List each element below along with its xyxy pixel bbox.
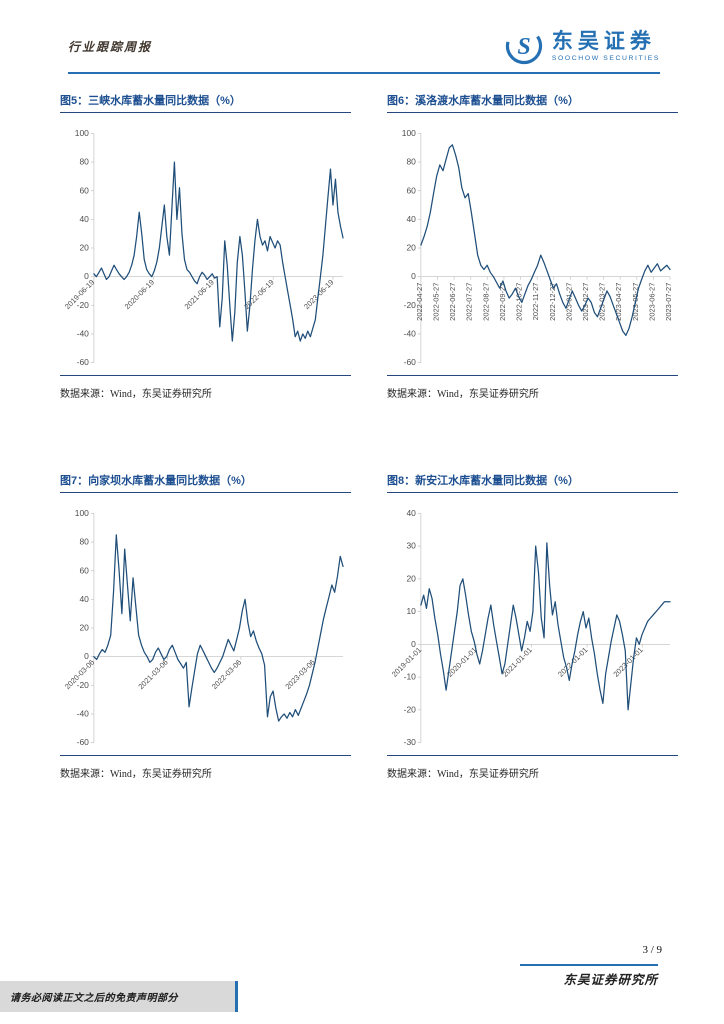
footer-divider xyxy=(520,964,658,966)
svg-text:-40: -40 xyxy=(404,329,417,339)
svg-text:2022-03-06: 2022-03-06 xyxy=(210,658,243,691)
svg-text:2022-12-27: 2022-12-27 xyxy=(548,283,557,321)
brand-text: 东吴证券 SOOCHOW SECURITIES xyxy=(552,30,660,63)
svg-text:2023-02-27: 2023-02-27 xyxy=(581,283,590,321)
svg-text:60: 60 xyxy=(79,565,89,575)
svg-text:80: 80 xyxy=(406,157,416,167)
page-number: 3 / 9 xyxy=(642,944,662,956)
figure-6-line-chart: 100 80 60 40 20 0 -20 -40 -60 2022-04-27 2022-05-2… xyxy=(402,128,673,367)
institute-name: 东吴证券研究所 xyxy=(563,973,658,987)
svg-text:2021-03-06: 2021-03-06 xyxy=(136,658,169,691)
figure-6-block: 图6：溪洛渡水库蓄水量同比数据（%） 100 80 60 40 20 0 -20 -40 -60… xyxy=(387,92,678,400)
svg-text:-10: -10 xyxy=(404,672,417,682)
svg-text:-30: -30 xyxy=(404,737,417,747)
svg-text:2023-04-27: 2023-04-27 xyxy=(614,283,623,321)
svg-text:2020-06-19: 2020-06-19 xyxy=(123,278,156,311)
svg-text:40: 40 xyxy=(406,214,416,224)
svg-text:60: 60 xyxy=(79,185,89,195)
figure-5-title: 图5：三峡水库蓄水量同比数据（%） xyxy=(60,92,351,113)
svg-text:100: 100 xyxy=(75,508,89,518)
svg-text:-20: -20 xyxy=(77,300,90,310)
soochow-logo-icon: S xyxy=(505,27,542,65)
svg-text:-20: -20 xyxy=(77,680,90,690)
svg-text:20: 20 xyxy=(406,243,416,253)
svg-text:2022-06-27: 2022-06-27 xyxy=(448,283,457,321)
report-type-label: 行业跟踪周报 xyxy=(68,40,153,54)
svg-text:S: S xyxy=(517,34,530,60)
disclaimer-note: 请务必阅读正文之后的免责声明部分 xyxy=(0,981,238,1012)
svg-text:20: 20 xyxy=(406,573,416,583)
brand-name-en: SOOCHOW SECURITIES xyxy=(551,54,660,62)
svg-text:2022-04-27: 2022-04-27 xyxy=(415,283,424,321)
svg-text:2023-06-27: 2023-06-27 xyxy=(647,283,656,321)
svg-text:2023-01-01: 2023-01-01 xyxy=(611,645,644,678)
svg-text:0: 0 xyxy=(411,271,416,281)
svg-text:2023-07-27: 2023-07-27 xyxy=(664,283,673,321)
svg-text:2022-05-27: 2022-05-27 xyxy=(431,283,440,321)
svg-text:-60: -60 xyxy=(77,357,90,367)
svg-text:20: 20 xyxy=(79,243,89,253)
svg-text:-40: -40 xyxy=(77,709,90,719)
svg-text:0: 0 xyxy=(84,271,89,281)
figure-6-source: 数据来源：Wind，东吴证券研究所 xyxy=(387,375,678,400)
svg-text:20: 20 xyxy=(79,623,89,633)
figure-6-title: 图6：溪洛渡水库蓄水量同比数据（%） xyxy=(387,92,678,113)
figure-7-source: 数据来源：Wind，东吴证券研究所 xyxy=(60,755,351,780)
svg-text:2023-03-27: 2023-03-27 xyxy=(598,283,607,321)
svg-text:-60: -60 xyxy=(404,357,417,367)
charts-grid: 图5：三峡水库蓄水量同比数据（%） 100 80 60 40 20 0 -20 -40 -60 2… xyxy=(0,74,724,780)
svg-text:30: 30 xyxy=(406,541,416,551)
svg-text:0: 0 xyxy=(84,651,89,661)
svg-text:-20: -20 xyxy=(404,300,417,310)
svg-text:-40: -40 xyxy=(77,329,90,339)
svg-text:2022-11-27: 2022-11-27 xyxy=(531,283,540,321)
svg-text:40: 40 xyxy=(79,594,89,604)
svg-text:2022-07-27: 2022-07-27 xyxy=(465,283,474,321)
svg-text:40: 40 xyxy=(406,508,416,518)
page-header: 行业跟踪周报 S 东吴证券 SOOCHOW SECURITIES xyxy=(0,0,724,70)
figure-7-title: 图7：向家坝水库蓄水量同比数据（%） xyxy=(60,472,351,493)
svg-text:60: 60 xyxy=(406,185,416,195)
figure-8-source: 数据来源：Wind，东吴证券研究所 xyxy=(387,755,678,780)
figure-8-block: 图8：新安江水库蓄水量同比数据（%） 40 30 20 10 0 -10 -20 -30 201… xyxy=(387,472,678,780)
svg-text:100: 100 xyxy=(75,128,89,138)
svg-text:100: 100 xyxy=(402,128,416,138)
svg-text:2022-10-27: 2022-10-27 xyxy=(515,283,524,321)
svg-text:2022-09-27: 2022-09-27 xyxy=(498,283,507,321)
svg-text:10: 10 xyxy=(406,606,416,616)
figure-5-block: 图5：三峡水库蓄水量同比数据（%） 100 80 60 40 20 0 -20 -40 -60 2… xyxy=(60,92,351,400)
figure-7-block: 图7：向家坝水库蓄水量同比数据（%） 100 80 60 40 20 0 -20 -40 -60… xyxy=(60,472,351,780)
figure-5-source: 数据来源：Wind，东吴证券研究所 xyxy=(60,375,351,400)
header-divider xyxy=(68,72,660,74)
svg-text:80: 80 xyxy=(79,537,89,547)
svg-text:2021-06-19: 2021-06-19 xyxy=(182,278,215,311)
figure-8-title: 图8：新安江水库蓄水量同比数据（%） xyxy=(387,472,678,493)
brand-logo: S 东吴证券 SOOCHOW SECURITIES xyxy=(504,26,660,66)
svg-text:40: 40 xyxy=(79,214,89,224)
svg-text:0: 0 xyxy=(411,639,416,649)
svg-text:-60: -60 xyxy=(77,737,90,747)
svg-text:2022-06-19: 2022-06-19 xyxy=(242,278,275,311)
svg-text:-20: -20 xyxy=(404,704,417,714)
svg-text:2022-08-27: 2022-08-27 xyxy=(481,283,490,321)
svg-text:80: 80 xyxy=(79,157,89,167)
brand-name-cn: 东吴证券 xyxy=(551,29,656,53)
